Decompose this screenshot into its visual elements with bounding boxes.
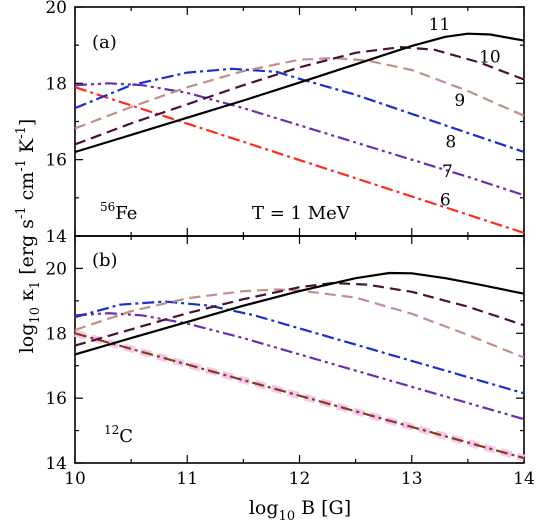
panel-a-nucleus-mass: 56 bbox=[100, 200, 115, 214]
series-line-1 bbox=[74, 332, 525, 460]
series-line-11 bbox=[74, 32, 525, 154]
y-tick-label: 16 bbox=[45, 151, 67, 171]
temperature-annotation: T = 1 MeV bbox=[252, 203, 351, 224]
curve-label-8: 8 bbox=[445, 132, 456, 152]
series-line-6 bbox=[74, 271, 525, 356]
x-tick-label: 13 bbox=[401, 469, 423, 489]
x-tick-label: 12 bbox=[289, 469, 311, 489]
y-tick-label: 14 bbox=[45, 227, 67, 247]
y-tick-label: 20 bbox=[45, 0, 67, 18]
series-line-9 bbox=[74, 56, 525, 130]
panel-a-tag: (a) bbox=[92, 32, 117, 53]
series-line-3 bbox=[74, 300, 525, 395]
panel-b-nucleus-label: 12C bbox=[104, 423, 133, 447]
curve-label-6: 6 bbox=[440, 190, 451, 210]
curve-label-9: 9 bbox=[454, 91, 465, 111]
panel-a-series bbox=[74, 32, 525, 234]
panel-b-tag: (b) bbox=[92, 250, 118, 271]
panel-b-x-tick-labels: 10 11 12 13 14 bbox=[64, 469, 535, 489]
panel-a: 14 16 18 20 (a) 56Fe T = 1 MeV 6 7 8 9 10 11 bbox=[45, 0, 525, 247]
y-tick-label: 14 bbox=[45, 454, 67, 474]
panel-a-frame bbox=[74, 6, 525, 237]
y-tick-label: 18 bbox=[45, 324, 67, 344]
series-line-6 bbox=[74, 86, 525, 234]
series-line-5 bbox=[74, 281, 525, 347]
x-tick-label: 11 bbox=[176, 469, 198, 489]
curve-label-10: 10 bbox=[479, 47, 501, 67]
series-line-7 bbox=[74, 82, 525, 197]
y-tick-label: 18 bbox=[45, 74, 67, 94]
panel-a-curve-labels: 6 7 8 9 10 11 bbox=[429, 15, 501, 211]
x-axis-title-rest: B [G] bbox=[295, 497, 351, 519]
series-line-4 bbox=[74, 288, 525, 359]
panel-b-y-tick-labels: 14 16 18 20 bbox=[45, 259, 67, 474]
panel-a-nucleus-symbol: Fe bbox=[115, 203, 137, 224]
panel-b-nucleus-symbol: C bbox=[119, 426, 133, 447]
x-axis-title-sub: 10 bbox=[279, 509, 296, 524]
series-line-10 bbox=[74, 45, 525, 146]
panel-a-y-tick-labels: 14 16 18 20 bbox=[45, 0, 67, 247]
series-line-2 bbox=[74, 312, 525, 421]
y-tick-label: 20 bbox=[45, 259, 67, 279]
panel-b-series bbox=[74, 271, 525, 462]
panel-b-ticks bbox=[74, 235, 525, 464]
x-tick-label: 10 bbox=[64, 469, 86, 489]
y-tick-label: 16 bbox=[45, 389, 67, 409]
x-axis-title: log10 B [G] bbox=[249, 497, 351, 524]
panel-b-nucleus-mass: 12 bbox=[104, 423, 119, 437]
x-tick-label: 14 bbox=[513, 469, 535, 489]
y-axis-title: log10 κ1 [erg s-1 cm-1 K-1] bbox=[14, 119, 43, 354]
panel-a-nucleus-label: 56Fe bbox=[100, 200, 137, 224]
x-axis-title-prefix: log bbox=[249, 497, 279, 519]
panel-a-ticks bbox=[74, 6, 525, 237]
curve-label-7: 7 bbox=[442, 162, 453, 182]
curve-label-11: 11 bbox=[429, 15, 451, 35]
series-line-8 bbox=[74, 67, 525, 154]
